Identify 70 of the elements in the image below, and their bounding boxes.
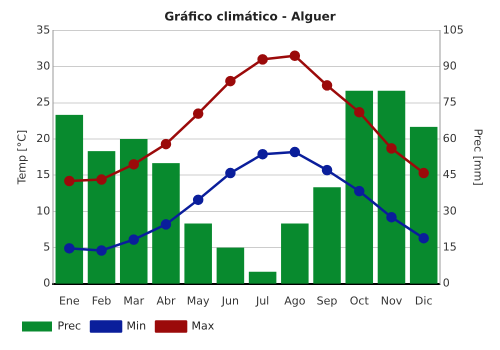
y-tick-label: 35 — [36, 23, 50, 36]
point — [386, 212, 397, 222]
y2-axis-title: Prec [mm] — [472, 128, 485, 186]
bar — [88, 151, 116, 284]
point — [128, 159, 139, 170]
x-tick-label: Abr — [156, 294, 176, 308]
point — [386, 143, 397, 154]
y-tick-label: 20 — [36, 132, 50, 145]
legend-label: Max — [192, 319, 215, 332]
bar — [120, 139, 148, 284]
point — [96, 174, 107, 185]
bar — [184, 223, 212, 284]
point — [192, 108, 204, 119]
point — [257, 148, 268, 160]
y-tick-label: 25 — [36, 96, 50, 109]
y2-tick-label: 15 — [442, 240, 457, 254]
y2-tick-label: 105 — [442, 23, 464, 36]
point — [322, 80, 332, 91]
y-tick-label: 5 — [43, 240, 50, 254]
x-tick-label: Dic — [414, 294, 432, 308]
point — [96, 245, 107, 256]
point — [418, 232, 429, 244]
x-tick-label: Jun — [220, 294, 240, 308]
y2-tick-label: 0 — [442, 276, 450, 290]
point — [354, 186, 365, 196]
point — [418, 168, 429, 178]
y-tick-label: 30 — [36, 59, 50, 72]
point — [290, 50, 300, 61]
x-tick-label: Sep — [316, 294, 338, 308]
x-tick-label: Ene — [58, 294, 80, 308]
bar — [216, 248, 244, 284]
bar — [281, 223, 309, 284]
bar — [378, 90, 406, 284]
legend-label: Prec — [58, 319, 82, 332]
bar — [313, 187, 341, 284]
x-tick-label: Nov — [380, 294, 403, 308]
bar — [152, 163, 180, 284]
x-tick-label: Ago — [284, 294, 306, 308]
point — [160, 219, 172, 230]
point — [225, 76, 236, 86]
point — [225, 168, 236, 178]
bar — [345, 90, 374, 284]
y2-tick-label: 60 — [442, 132, 457, 145]
point — [257, 54, 268, 65]
y2-tick-label: 75 — [442, 96, 457, 109]
x-tick-label: Feb — [92, 294, 112, 308]
y-tick-label: 0 — [43, 276, 50, 290]
point — [192, 194, 204, 206]
x-tick-label: Jul — [254, 294, 270, 308]
y-axis-title: Temp [°C] — [15, 130, 28, 186]
y-tick-label: 10 — [36, 204, 50, 218]
y2-tick-label: 45 — [442, 168, 457, 182]
bar — [248, 272, 276, 284]
x-tick-label: May — [186, 294, 210, 308]
chart-title: Gráfico climático - Alguer — [164, 9, 336, 24]
point — [64, 243, 75, 254]
point — [160, 138, 172, 150]
point — [322, 164, 332, 176]
y2-tick-label: 30 — [442, 204, 457, 218]
x-tick-label: Mar — [123, 294, 145, 308]
y2-tick-label: 90 — [442, 59, 457, 72]
y-tick-label: 15 — [36, 168, 50, 182]
point — [290, 146, 300, 158]
point — [354, 106, 365, 118]
bar — [410, 126, 438, 284]
point — [128, 234, 139, 245]
legend-label: Min — [126, 319, 146, 332]
x-tick-label: Oct — [350, 294, 370, 308]
bar — [56, 114, 84, 284]
point — [64, 176, 75, 186]
